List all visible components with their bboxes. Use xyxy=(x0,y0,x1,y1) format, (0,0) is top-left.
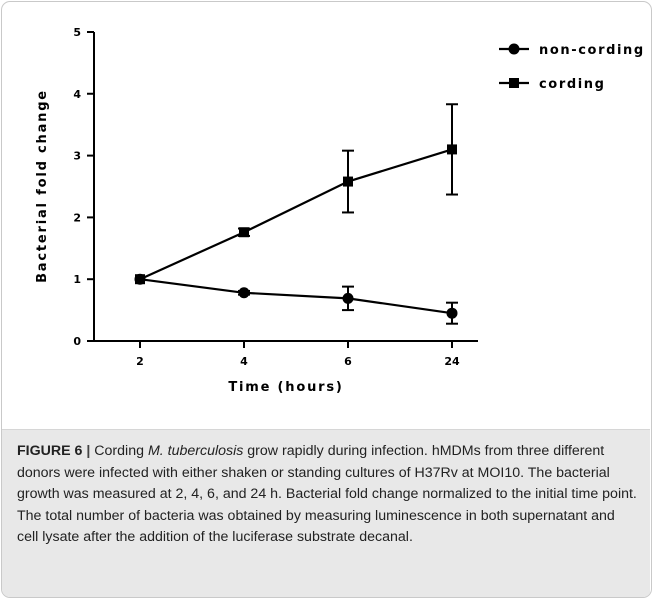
figure-label-separator: | xyxy=(82,443,95,459)
x-tick-label: 6 xyxy=(344,355,352,368)
y-tick-label: 2 xyxy=(73,211,81,224)
y-tick-label: 3 xyxy=(73,150,81,163)
y-tick-label: 1 xyxy=(73,273,81,286)
y-tick-label: 5 xyxy=(73,26,81,39)
y-tick-label: 4 xyxy=(73,88,81,101)
x-axis-title: Time (hours) xyxy=(228,380,343,395)
cording-legend-label: cording xyxy=(539,77,606,92)
non-cording-point xyxy=(342,292,354,304)
caption-text-rest: grow rapidly during infection. hMDMs fro… xyxy=(17,443,637,545)
cording-point xyxy=(135,274,145,285)
x-tick-label: 24 xyxy=(444,355,460,368)
non-cording-series-line xyxy=(139,278,453,315)
cording-point xyxy=(239,227,249,238)
non-cording-legend-label: non-cording xyxy=(539,43,645,58)
non-cording-legend-marker xyxy=(508,43,520,55)
caption-box: FIGURE 6 | Cording M. tuberculosis grow … xyxy=(2,429,650,597)
x-tick-label: 4 xyxy=(240,355,248,368)
y-axis-title: Bacterial fold change xyxy=(35,89,50,283)
figure-label: FIGURE 6 xyxy=(17,443,83,459)
cording-point xyxy=(343,176,353,187)
non-cording-point xyxy=(238,287,250,299)
caption-species-name: M. tuberculosis xyxy=(147,443,244,459)
cording-legend-marker xyxy=(509,78,519,88)
cording-point xyxy=(447,144,457,155)
caption-text-start: Cording xyxy=(94,443,148,459)
y-tick-label: 0 xyxy=(73,335,81,348)
cording-series-line xyxy=(139,148,453,281)
non-cording-point xyxy=(446,307,458,319)
x-tick-label: 2 xyxy=(136,355,144,368)
figure-caption: FIGURE 6 | Cording M. tuberculosis grow … xyxy=(17,441,637,549)
